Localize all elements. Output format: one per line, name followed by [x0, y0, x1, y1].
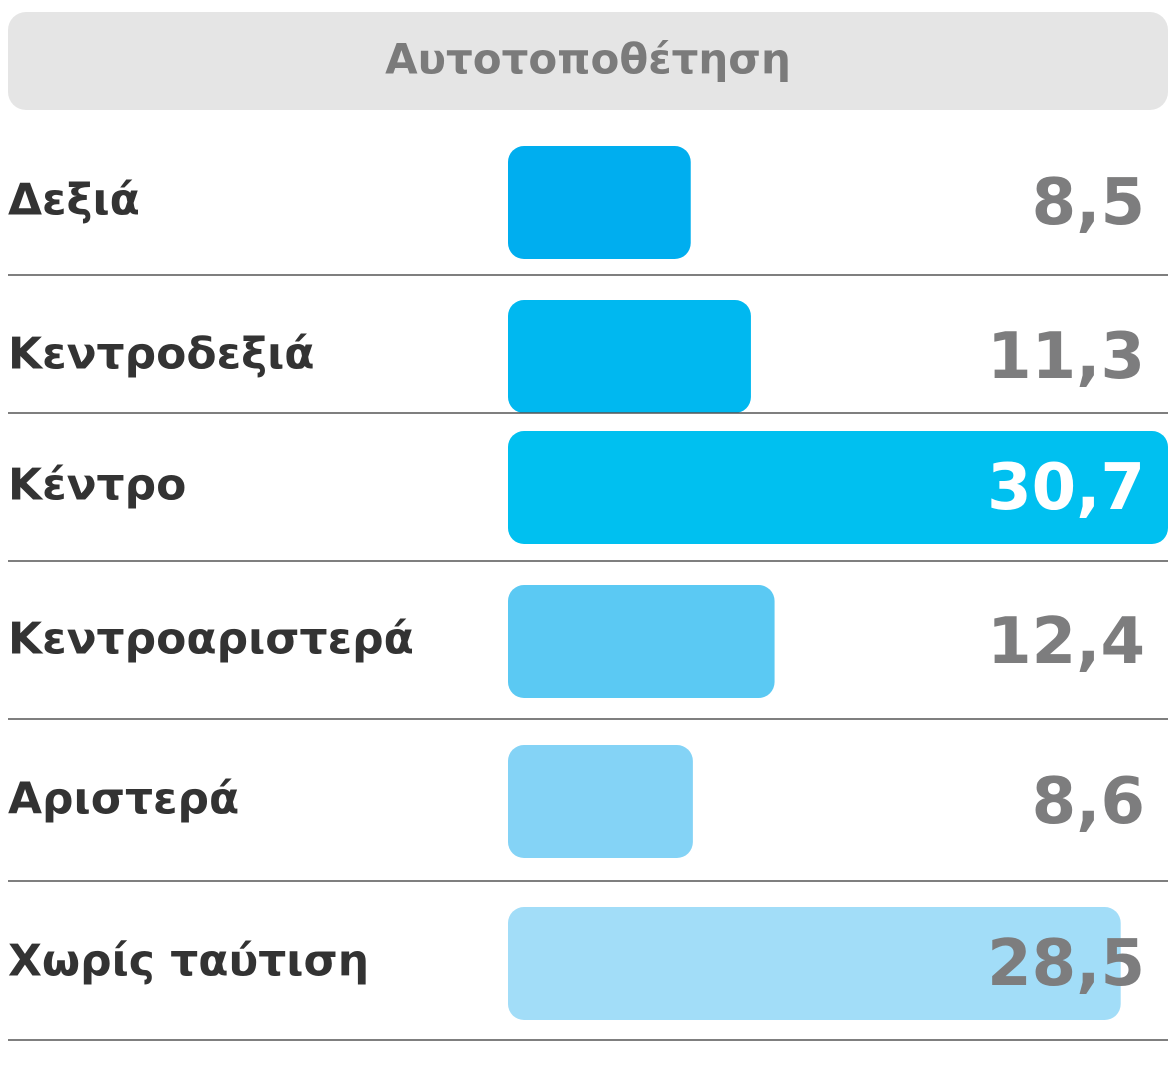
value-label: 8,6	[1032, 765, 1145, 839]
value-label: 11,3	[987, 320, 1145, 394]
bar	[508, 745, 693, 858]
value-label: 8,5	[1032, 166, 1145, 240]
category-label: Κέντρο	[8, 460, 186, 511]
value-label: 28,5	[987, 927, 1145, 1001]
category-label: Κεντροδεξιά	[8, 329, 314, 380]
bar	[508, 431, 1168, 544]
title-box	[8, 12, 1168, 110]
category-label: Κεντροαριστερά	[8, 614, 414, 665]
chart-title: Αυτοτοποθέτηση	[385, 35, 791, 84]
category-label: Αριστερά	[8, 774, 239, 825]
bar	[508, 300, 751, 413]
category-label: Χωρίς ταύτιση	[8, 936, 369, 987]
value-label: 30,7	[987, 451, 1145, 525]
category-label: Δεξιά	[8, 175, 140, 226]
bar	[508, 146, 691, 259]
bar	[508, 585, 775, 698]
bar	[508, 907, 1121, 1020]
value-label: 12,4	[987, 605, 1145, 679]
